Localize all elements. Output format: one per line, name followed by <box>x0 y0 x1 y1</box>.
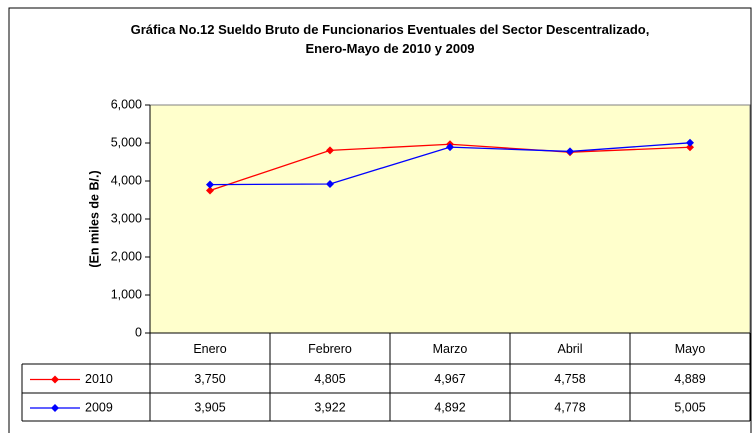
y-tick-label: 5,000 <box>111 135 142 149</box>
x-tick-label: Marzo <box>433 342 468 356</box>
series-marker <box>566 147 574 156</box>
table-value: 4,889 <box>674 372 705 386</box>
y-tick-label: 4,000 <box>111 173 142 187</box>
y-tick-label: 2,000 <box>111 249 142 263</box>
table-value: 3,750 <box>194 372 225 386</box>
series-marker <box>326 146 334 155</box>
table-value: 3,905 <box>194 400 225 414</box>
table-value: 4,967 <box>434 372 465 386</box>
y-tick-label: 6,000 <box>111 97 142 111</box>
legend-label: 2010 <box>85 372 113 386</box>
y-axis-label: (En miles de B/.) <box>87 170 101 267</box>
series-marker <box>686 138 694 147</box>
x-tick-label: Enero <box>193 342 226 356</box>
chart-frame <box>8 7 752 433</box>
table-value: 4,805 <box>314 372 345 386</box>
series-marker <box>326 179 334 188</box>
x-tick-label: Abril <box>557 342 582 356</box>
series-marker <box>206 186 214 195</box>
series-marker <box>206 180 214 189</box>
table-value: 3,922 <box>314 400 345 414</box>
table-value: 4,758 <box>554 372 585 386</box>
table-value: 4,892 <box>434 400 465 414</box>
table-value: 5,005 <box>674 400 705 414</box>
plot-area <box>149 104 751 334</box>
legend-label: 2009 <box>85 400 113 414</box>
chart-title: Gráfica No.12 Sueldo Bruto de Funcionari… <box>130 22 650 56</box>
x-tick-label: Febrero <box>308 342 352 356</box>
y-tick-label: 3,000 <box>111 211 142 225</box>
series-marker <box>446 143 454 152</box>
series-marker <box>686 143 694 152</box>
table-value: 4,778 <box>554 400 585 414</box>
x-tick-label: Mayo <box>675 342 706 356</box>
y-tick-label: 0 <box>135 325 142 339</box>
legend-marker <box>51 375 59 384</box>
legend-marker <box>51 404 59 412</box>
y-tick-label: 1,000 <box>111 287 142 301</box>
